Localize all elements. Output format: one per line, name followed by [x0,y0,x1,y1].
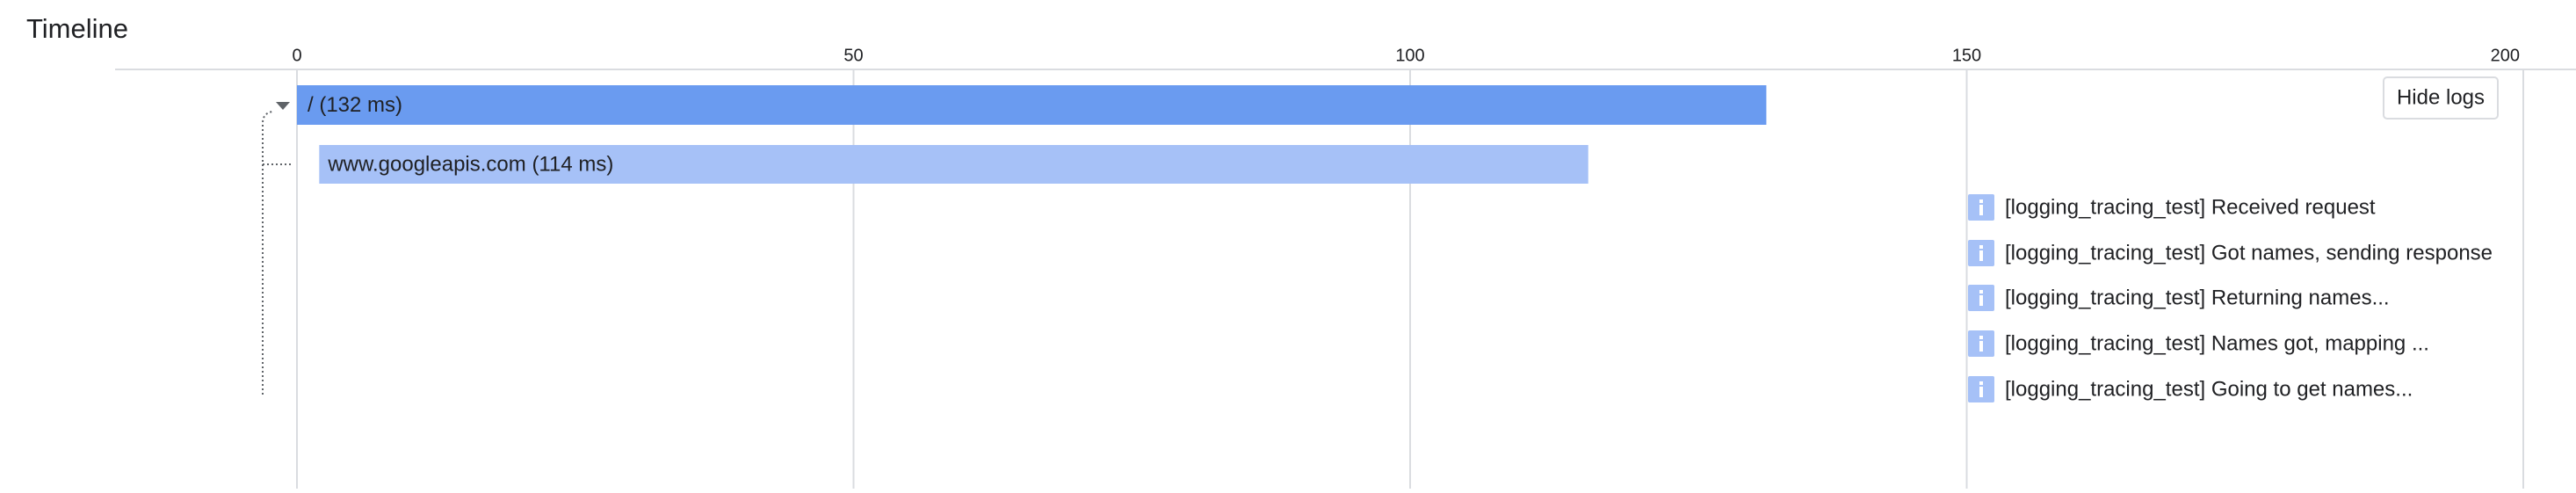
hide-logs-button[interactable]: Hide logs [2383,76,2499,120]
span-label: / (132 ms) [308,93,402,117]
x-tick-label: 50 [843,46,863,65]
log-entry[interactable]: [logging_tracing_test] Returning names..… [2005,286,2390,309]
button-label[interactable]: Hide logs [2397,85,2485,109]
log-icon-glyph [1979,336,1983,339]
x-tick-label: 0 [292,46,301,65]
x-tick-label: 100 [1395,46,1424,65]
log-icon-glyph [1979,341,1983,352]
x-tick-label: 150 [1952,46,1981,65]
log-icon-glyph [1979,205,1983,215]
expand-caret[interactable] [276,102,290,110]
log-icon-glyph [1979,245,1983,249]
x-tick-label: 200 [2491,46,2520,65]
log-icon-glyph [1979,381,1983,385]
log-icon-glyph [1979,199,1983,203]
button-frame[interactable] [2383,76,2499,120]
log-icon-glyph [1979,295,1983,306]
tree-connector [262,111,273,395]
span-bar[interactable] [297,85,1767,125]
log-icon-glyph [1979,290,1983,294]
log-icon-glyph [1979,387,1983,397]
log-entry[interactable]: [logging_tracing_test] Received request [2005,195,2376,219]
log-entry[interactable]: [logging_tracing_test] Names got, mappin… [2005,331,2429,355]
span-label: www.googleapis.com (114 ms) [327,152,613,176]
log-entry[interactable]: [logging_tracing_test] Got names, sendin… [2005,241,2493,265]
log-entry[interactable]: [logging_tracing_test] Going to get name… [2005,377,2413,401]
panel-title: Timeline [26,13,128,44]
span-bar[interactable] [319,145,1588,184]
log-icon-glyph [1979,250,1983,261]
